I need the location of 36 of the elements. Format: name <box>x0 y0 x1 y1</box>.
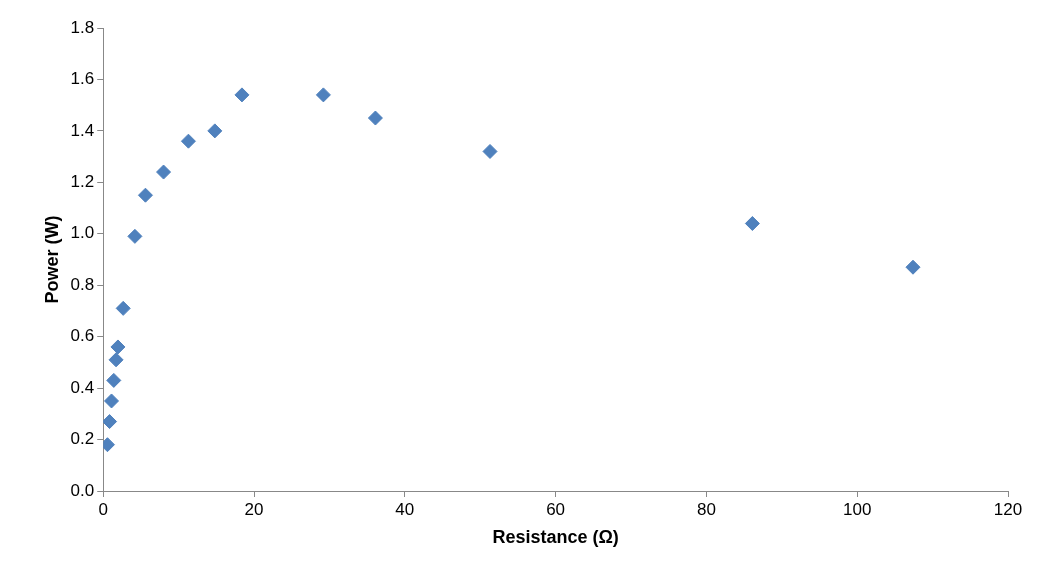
x-tick-label: 0 <box>98 499 108 519</box>
y-tick-label: 0.8 <box>70 274 95 294</box>
point <box>106 372 122 388</box>
x-tick-label: 80 <box>696 499 716 519</box>
y-tick-label: 0.0 <box>70 480 95 500</box>
y-axis-title: Power (W) <box>41 215 62 304</box>
point <box>180 133 196 149</box>
point <box>127 228 143 244</box>
y-tick-label: 0.2 <box>70 429 95 449</box>
x-axis-title: Resistance (Ω) <box>492 527 619 548</box>
y-tick-label: 1.0 <box>70 223 95 243</box>
y-tick-label: 0.4 <box>70 377 95 397</box>
y-tick-label: 1.6 <box>70 69 95 89</box>
point <box>115 300 131 316</box>
y-tick-label: 1.4 <box>70 120 95 140</box>
x-tick-label: 40 <box>395 499 415 519</box>
y-tick-label: 0.6 <box>70 326 95 346</box>
point <box>367 110 383 126</box>
y-tick-label: 1.8 <box>70 17 95 37</box>
x-tick-label: 120 <box>993 499 1023 519</box>
point <box>104 393 120 409</box>
point <box>482 143 498 159</box>
point <box>137 187 153 203</box>
y-tick-label: 1.2 <box>70 172 95 192</box>
point <box>103 414 118 430</box>
x-tick-label: 60 <box>546 499 566 519</box>
point <box>315 87 331 103</box>
point <box>207 123 223 139</box>
point <box>108 352 124 368</box>
point <box>156 164 172 180</box>
point <box>234 87 250 103</box>
x-tick-label: 100 <box>843 499 872 519</box>
point <box>905 259 921 275</box>
point <box>110 339 126 355</box>
point <box>744 215 760 231</box>
x-tick-label: 20 <box>244 499 264 519</box>
